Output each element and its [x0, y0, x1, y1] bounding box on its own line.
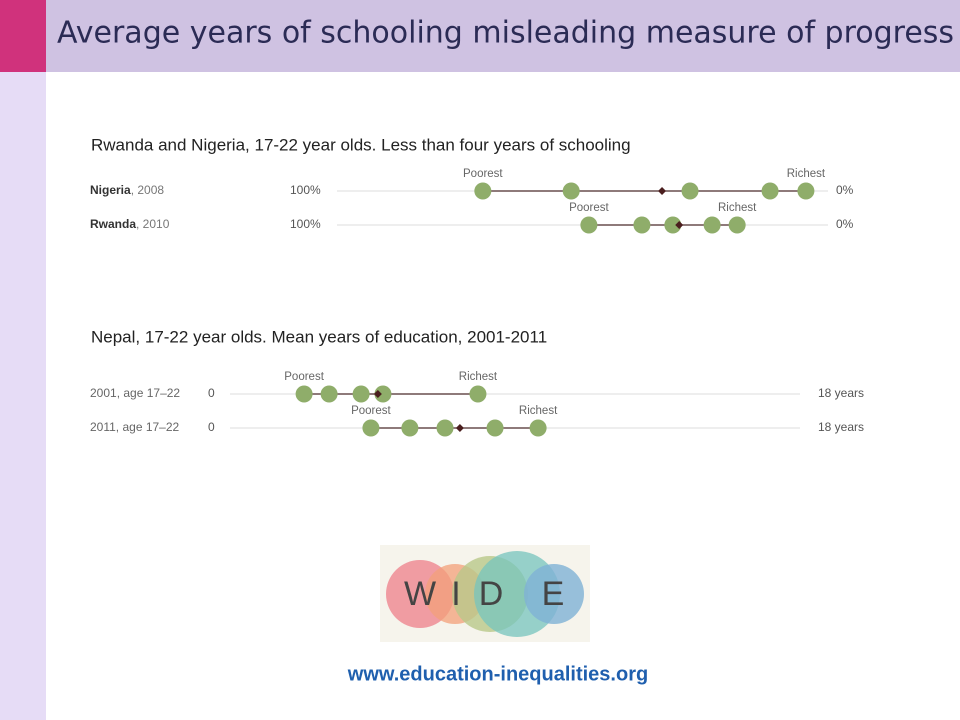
row-detail: , 2008: [131, 183, 165, 197]
x-tick-label: 0%: [836, 183, 854, 197]
quintile-dot: [474, 182, 492, 200]
row-name: 2011, age 17–22: [90, 420, 180, 434]
logo-letter: W: [404, 575, 436, 613]
chart-title: Nepal, 17-22 year olds. Mean years of ed…: [91, 327, 547, 346]
row-name: Rwanda: [90, 217, 136, 231]
quintile-dot: [320, 385, 338, 403]
annotation: Richest: [459, 371, 498, 383]
quintile-dot: [529, 419, 547, 437]
quintile-dot: [633, 216, 651, 234]
corner-block: [0, 0, 46, 72]
logo-circle: [524, 564, 584, 624]
annotation: Poorest: [463, 168, 503, 180]
title-bar: [46, 0, 960, 72]
quintile-dot: [703, 216, 721, 234]
row-name: Nigeria: [90, 183, 131, 197]
quintile-dot: [797, 182, 815, 200]
url[interactable]: www.education-inequalities.org: [347, 663, 648, 685]
x-tick-label: 100%: [290, 217, 321, 231]
x-tick-label: 0: [208, 386, 215, 400]
quintile-dot: [761, 182, 779, 200]
x-tick-label: 18 years: [818, 420, 864, 434]
mean-marker: [455, 424, 464, 432]
x-tick-label: 0%: [836, 217, 854, 231]
row-label: Nigeria, 2008: [90, 183, 164, 197]
row-detail: , 2010: [136, 217, 170, 231]
logo-letter: D: [479, 575, 504, 613]
chart-title: Rwanda and Nigeria, 17-22 year olds. Les…: [91, 135, 631, 154]
x-tick-label: 18 years: [818, 386, 864, 400]
quintile-dot: [295, 385, 313, 403]
x-tick-label: 100%: [290, 183, 321, 197]
quintile-dot: [362, 419, 380, 437]
annotation: Poorest: [569, 202, 609, 214]
mean-marker: [658, 187, 667, 195]
quintile-dot: [664, 216, 682, 234]
quintile-dot: [401, 419, 419, 437]
row-label: 2001, age 17–22: [90, 386, 180, 400]
annotation: Poorest: [351, 405, 391, 417]
quintile-dot: [728, 216, 746, 234]
quintile-dot: [681, 182, 699, 200]
quintile-dot: [486, 419, 504, 437]
mean-marker: [373, 390, 382, 398]
logo: W I D E: [380, 545, 590, 642]
row-label: Rwanda, 2010: [90, 217, 170, 231]
annotation: Richest: [718, 202, 757, 214]
slide-title: Average years of schooling misleading me…: [57, 16, 954, 51]
logo-letter: I: [451, 575, 460, 613]
quintile-dot: [562, 182, 580, 200]
quintile-dot: [580, 216, 598, 234]
annotation: Richest: [519, 405, 558, 417]
quintile-dot: [374, 385, 392, 403]
x-tick-label: 0: [208, 420, 215, 434]
annotation: Poorest: [284, 371, 324, 383]
quintile-dot: [352, 385, 370, 403]
side-strip: [0, 0, 46, 720]
logo-letter: E: [542, 575, 565, 613]
row-label: 2011, age 17–22: [90, 420, 180, 434]
quintile-dot: [436, 419, 454, 437]
annotation: Richest: [787, 168, 826, 180]
quintile-dot: [469, 385, 487, 403]
row-name: 2001, age 17–22: [90, 386, 180, 400]
mean-marker: [675, 221, 684, 229]
